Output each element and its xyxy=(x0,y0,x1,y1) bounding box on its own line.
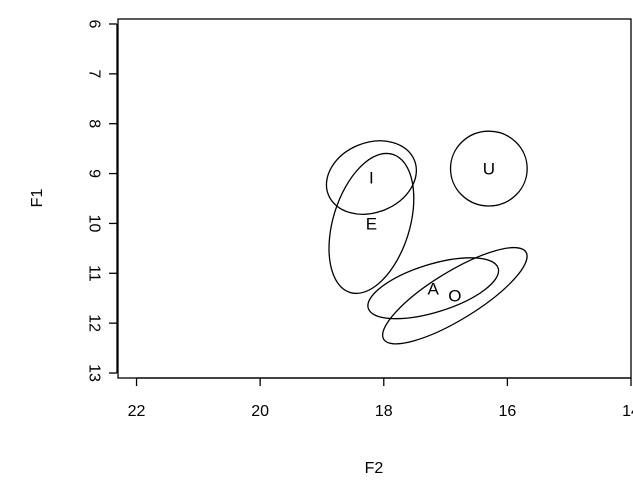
y-tick-label: 11 xyxy=(86,265,103,282)
label-a: A xyxy=(428,279,440,298)
x-tick-label: 20 xyxy=(251,403,269,420)
y-tick-label: 10 xyxy=(86,215,103,233)
label-u: U xyxy=(483,160,495,179)
ellipse-i xyxy=(325,140,418,215)
y-axis-title: F1 xyxy=(29,189,46,208)
x-axis-title: F2 xyxy=(365,460,384,477)
y-tick-label: 7 xyxy=(86,69,103,78)
x-tick-label: 16 xyxy=(498,403,516,420)
x-axis: 22 20 18 16 14 xyxy=(128,377,633,420)
x-tick-label: 14 xyxy=(622,403,633,420)
ellipse-u xyxy=(449,130,528,207)
x-tick-label: 18 xyxy=(375,403,393,420)
plot-frame xyxy=(117,18,632,379)
y-axis: 6 7 8 9 10 11 12 13 xyxy=(86,20,118,382)
ellipse-e xyxy=(328,152,415,295)
label-o: O xyxy=(448,287,461,306)
ellipse-o xyxy=(381,246,528,345)
label-i: I xyxy=(369,169,374,188)
x-tick-label: 22 xyxy=(128,403,146,420)
ellipse-layer: I E U A O xyxy=(325,130,528,345)
label-e: E xyxy=(366,214,377,233)
y-tick-label: 13 xyxy=(86,364,103,382)
y-tick-label: 8 xyxy=(86,119,103,128)
y-tick-label: 12 xyxy=(86,314,103,332)
ellipse-a xyxy=(367,257,500,320)
y-tick-label: 9 xyxy=(86,169,103,178)
y-tick-label: 6 xyxy=(86,20,103,29)
